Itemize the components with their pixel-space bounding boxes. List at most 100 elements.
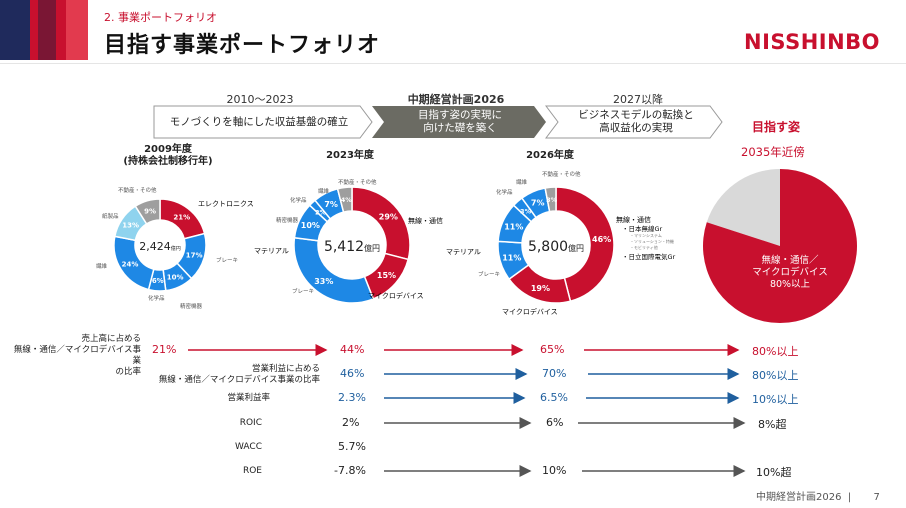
goal-heading: 目指す姿 xyxy=(752,120,801,134)
c3-label-chem: 化学品 xyxy=(496,188,513,196)
chart-2026-label: 2026年度 xyxy=(526,150,574,161)
donut-slice xyxy=(544,186,557,213)
svg-text:5,412億円: 5,412億円 xyxy=(324,239,380,255)
metric-label-roic: ROIC xyxy=(239,418,262,428)
donut-2009: 21% 17% 10%6% 24% 13% 9% xyxy=(113,198,207,292)
metric-wacc-2023: 5.7% xyxy=(338,440,366,453)
c1-label-other: 不動産・その他 xyxy=(118,186,157,194)
c3-sub-solution: ・ソリューション・特機 xyxy=(630,238,674,244)
donut-2026: 46% 19% 11% 11% 3%7% 3% xyxy=(497,186,615,304)
c2-label-wireless: 無線・通信 xyxy=(408,216,443,225)
arrow-phase-3 xyxy=(545,105,723,139)
donut-slice-value: 2% xyxy=(315,208,327,216)
header-divider xyxy=(0,63,906,64)
metric-op-ratio-2023: 46% xyxy=(340,367,365,380)
c3-sub-marine: ・マリンシステム xyxy=(630,232,662,238)
donut-slice xyxy=(555,186,615,303)
c2-label-precision: 精密機器 xyxy=(276,216,299,224)
chart-2009-label: 2009年度 (持株会社制移行年) xyxy=(123,144,213,167)
c3-label-wireless: 無線・通信 xyxy=(616,215,651,224)
header-stripes xyxy=(0,0,88,60)
goal-pie-text-3: 80%以上 xyxy=(770,279,811,290)
arrow-phase-1 xyxy=(153,105,373,139)
svg-text:5,800億円: 5,800億円 xyxy=(528,239,584,255)
arrow-phase-1-text: モノづくりを軸にした収益基盤の確立 xyxy=(169,115,349,128)
c2-label-other: 不動産・その他 xyxy=(338,178,377,186)
donut-slice-value: 46% xyxy=(592,235,611,244)
c2-label-brake: ブレーキ xyxy=(292,287,314,295)
c2-label-material: マテリアル xyxy=(254,247,289,255)
donut-slice-value: 29% xyxy=(379,213,398,222)
page-title: 目指す事業ポートフォリオ xyxy=(104,33,381,58)
donut-slice-value: 11% xyxy=(502,254,521,263)
c2-label-fiber: 繊維 xyxy=(318,187,330,195)
metric-label-op-ratio: 営業利益に占める 無線・通信／マイクロデバイス事業の比率 xyxy=(158,364,320,385)
donut-slice-value: 9% xyxy=(144,207,156,215)
donut-slice-value: 13% xyxy=(122,221,139,229)
c1-label-paper: 紙製品 xyxy=(102,212,119,220)
metric-roic-2026: 6% xyxy=(546,416,564,429)
donut-slice-value: 4% xyxy=(341,196,353,204)
donut-slice-value: 3% xyxy=(520,207,532,215)
goal-year: 2035年近傍 xyxy=(741,145,805,159)
period-2010-2023: 2010～2023 xyxy=(226,93,294,106)
metric-op-ratio-2026: 70% xyxy=(542,367,567,380)
donut-slice-value: 21% xyxy=(173,213,190,221)
donut-slice-value: 24% xyxy=(122,260,139,268)
donut-slice-value: 6% xyxy=(152,277,164,285)
goal-pie-text-2: マイクロデバイス xyxy=(752,266,828,278)
period-2027: 2027以降 xyxy=(613,93,663,106)
c3-label-micro: マイクロデバイス xyxy=(502,307,558,316)
donut-2009-unit: 億円 xyxy=(171,245,181,252)
svg-text:2,424億円: 2,424億円 xyxy=(139,240,181,253)
donut-slice-value: 33% xyxy=(314,277,333,286)
metric-label-roe: ROE xyxy=(242,466,262,476)
metric-roic-2035: 8%超 xyxy=(758,418,787,431)
donut-2009-total: 2,424 xyxy=(139,240,171,253)
donut-slice xyxy=(336,186,353,213)
c2-label-chem: 化学品 xyxy=(290,196,307,204)
metric-op-ratio-2035: 80%以上 xyxy=(752,369,799,382)
donut-2026-total: 5,800 xyxy=(528,239,568,255)
c3-sub-jrc: ・日本無線Gr xyxy=(622,224,663,233)
donut-2026-unit: 億円 xyxy=(568,243,584,253)
goal-pie-text-1: 無線・通信／ xyxy=(761,254,819,266)
donut-slice-value: 10% xyxy=(301,221,320,230)
page-number: 7 xyxy=(873,492,880,503)
c3-sub-hitachi: ・日立国際電気Gr xyxy=(622,252,676,261)
donut-slice-value: 11% xyxy=(504,223,523,232)
donut-slice-value: 7% xyxy=(531,199,545,208)
c3-sub-mobility: ・モビリティ他 xyxy=(630,244,658,250)
metric-sales-2023: 44% xyxy=(340,343,365,356)
goal-pie-wireless-micro-slice xyxy=(703,169,857,323)
goal-pie: 無線・通信／ マイクロデバイス 80%以上 xyxy=(703,169,857,323)
donut-2023-total: 5,412 xyxy=(324,239,364,255)
c3-label-brake: ブレーキ xyxy=(478,270,500,278)
metric-sales-2009: 21% xyxy=(152,343,177,356)
c3-label-material: マテリアル xyxy=(446,248,481,256)
c1-label-chem: 化学品 xyxy=(148,294,165,302)
metric-op-margin-2023: 2.3% xyxy=(338,391,366,404)
donut-slice-value: 10% xyxy=(167,274,184,282)
donut-2023: 29% 15% 33% 10% 2%7% 4% xyxy=(293,186,411,304)
donut-slice-value: 15% xyxy=(377,271,396,280)
metric-sales-2026: 65% xyxy=(540,343,565,356)
donut-slice-value: 7% xyxy=(324,200,338,209)
c3-label-fiber: 繊維 xyxy=(516,178,528,186)
chart-2023-label: 2023年度 xyxy=(326,150,374,161)
donut-slice-value: 3% xyxy=(546,196,558,204)
c1-label-fiber: 繊維 xyxy=(96,262,108,270)
metric-label-sales-ratio: 売上高に占める 無線・通信／マイクロデバイス事業 の比率 xyxy=(13,334,141,377)
metric-arrows xyxy=(188,344,746,477)
metric-op-margin-2026: 6.5% xyxy=(540,391,568,404)
arrow-phase-2-text: 目指す姿の実現に 向けた礎を築く xyxy=(418,109,502,134)
footer-text: 中期経営計画2026 | 7 xyxy=(756,492,880,503)
donut-slice-value: 19% xyxy=(531,284,550,293)
metric-roe-2035: 10%超 xyxy=(756,466,792,479)
c2-label-micro: マイクロデバイス xyxy=(368,291,424,300)
arrow-phase-2 xyxy=(372,106,546,138)
metric-sales-2035: 80%以上 xyxy=(752,345,799,358)
metric-roe-2023: -7.8% xyxy=(334,464,366,477)
section-subtitle: 2. 事業ポートフォリオ xyxy=(104,11,217,24)
timeline-arrows xyxy=(153,105,723,139)
